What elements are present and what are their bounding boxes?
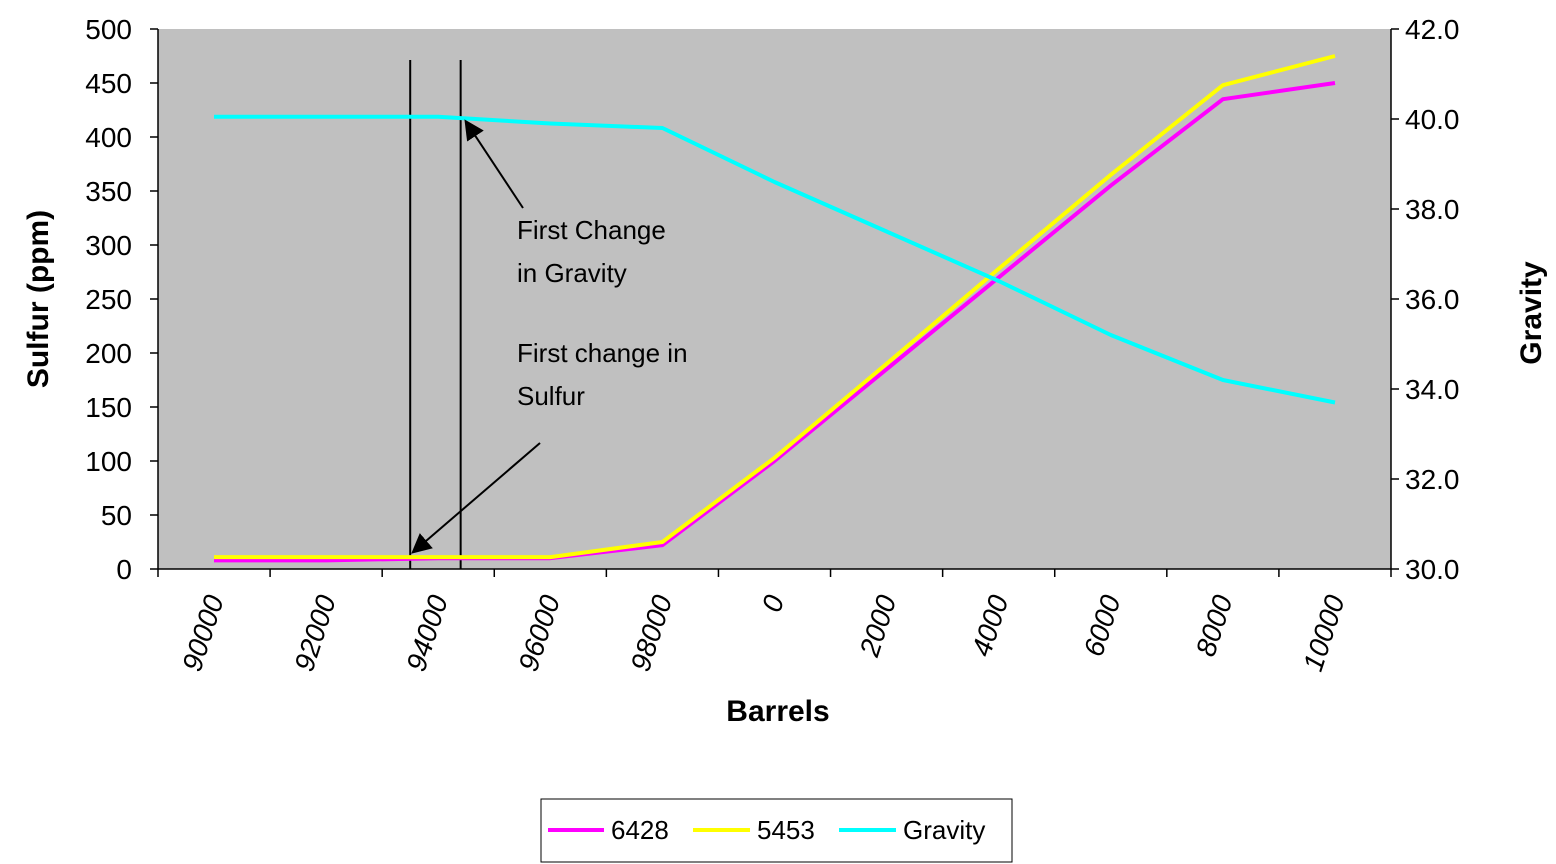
x-tick-label: 2000 (853, 591, 902, 661)
annotation-arrow (411, 442, 541, 554)
x-tick-label: 96000 (512, 591, 566, 675)
x-tick-label: 4000 (966, 591, 1015, 660)
series-line-gravity (214, 114, 1336, 405)
annotation-text: First change in (517, 338, 688, 368)
y2-tick-label: 40.0 (1405, 104, 1460, 135)
y-tick-label: 250 (85, 284, 132, 315)
y-tick-label: 450 (85, 68, 132, 99)
plot-area (158, 29, 1391, 569)
y-tick-label: 200 (85, 338, 132, 369)
x-tick-label: 10000 (1297, 591, 1351, 675)
y-tick-label: 150 (85, 392, 132, 423)
y2-tick-label: 34.0 (1405, 374, 1460, 405)
y2-tick-label: 32.0 (1405, 464, 1460, 495)
left-axis: 0 50 100 150 200 250 300 350 400 450 500 (85, 14, 159, 585)
x-tick-label: 90000 (176, 591, 230, 675)
x-tick-label: 98000 (625, 591, 679, 675)
y-tick-label: 50 (101, 500, 132, 531)
y2-tick-label: 36.0 (1405, 284, 1460, 315)
y2-tick-label: 30.0 (1405, 554, 1460, 585)
annotation-text: Sulfur (517, 381, 585, 411)
x-tick-label: 94000 (400, 591, 454, 675)
reference-lines (409, 60, 462, 569)
x-tick-label: 92000 (288, 591, 342, 675)
right-axis: 30.0 32.0 34.0 36.0 38.0 40.0 42.0 (1390, 14, 1460, 585)
y-axis-title: Sulfur (ppm) (22, 210, 55, 388)
y-tick-label: 300 (85, 230, 132, 261)
legend-box (540, 798, 1013, 863)
y-tick-label: 350 (85, 176, 132, 207)
x-axis-title: Barrels (726, 695, 829, 728)
x-tick-label: 8000 (1190, 591, 1239, 660)
annotation-text: First Change (517, 215, 666, 245)
y2-tick-label: 42.0 (1405, 14, 1460, 45)
annotation-text: in Gravity (517, 258, 627, 288)
y-tick-label: 400 (85, 122, 132, 153)
legend: 6428 5453 Gravity (540, 798, 1013, 863)
legend-label: Gravity (903, 815, 985, 845)
annotation-arrow (464, 119, 524, 209)
legend-label: 5453 (757, 815, 815, 845)
y-tick-label: 100 (85, 446, 132, 477)
series-layer (214, 54, 1336, 563)
x-tick-label: 6000 (1078, 591, 1127, 660)
annotations: First Change in Gravity First change in Sul… (411, 119, 688, 554)
legend-label: 6428 (611, 815, 669, 845)
x-axis: 90000 92000 94000 96000 98000 0 2000 4000 6000 80… (157, 568, 1392, 675)
y2-axis-title: Gravity (1515, 261, 1548, 365)
y-tick-label: 500 (85, 14, 132, 45)
series-line-5453 (214, 54, 1336, 560)
y2-tick-label: 38.0 (1405, 194, 1460, 225)
x-tick-label: 0 (756, 591, 790, 616)
y-tick-label: 0 (116, 554, 132, 585)
